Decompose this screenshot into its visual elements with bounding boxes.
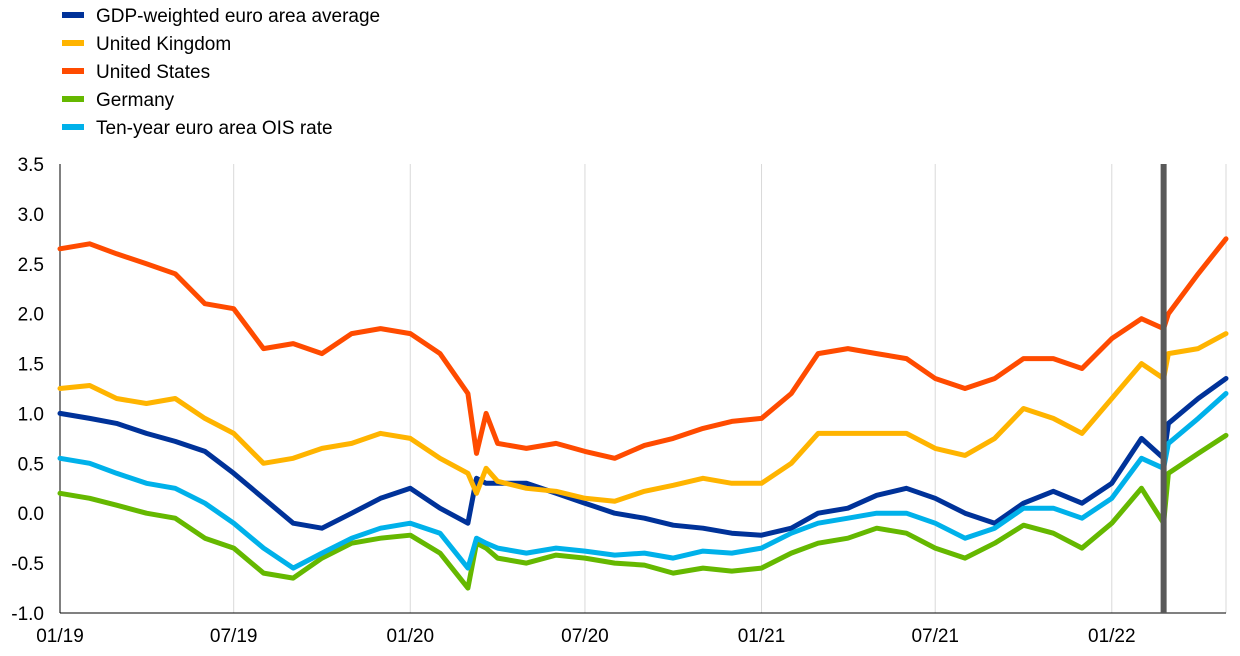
legend-label: United States bbox=[96, 62, 210, 83]
y-axis: 3.5 3.0 2.5 2.0 1.5 1.0 0.5 0.0 -0.5 -1.0 bbox=[11, 155, 61, 625]
legend-swatch bbox=[62, 68, 84, 74]
legend: GDP-weighted euro area average United Kin… bbox=[62, 6, 380, 139]
legend-swatch bbox=[62, 12, 84, 18]
y-tick-label: 2.0 bbox=[18, 305, 44, 326]
y-tick-label: 0.0 bbox=[18, 504, 44, 525]
x-tick-label: 01/19 bbox=[36, 626, 84, 647]
y-tick-label: 2.5 bbox=[18, 255, 44, 276]
x-tick-label: 01/21 bbox=[738, 626, 786, 647]
series-line bbox=[57, 391, 1229, 571]
legend-swatch bbox=[62, 96, 84, 102]
legend-label: Ten-year euro area OIS rate bbox=[96, 118, 333, 139]
x-tick-label: 07/19 bbox=[210, 626, 258, 647]
y-tick-label: -1.0 bbox=[11, 604, 44, 625]
x-axis: 01/19 07/19 01/20 07/20 01/21 07/21 01/22 bbox=[36, 612, 1226, 647]
x-tick-label: 01/20 bbox=[387, 626, 435, 647]
series-line bbox=[57, 236, 1229, 461]
x-tick-label: 07/20 bbox=[561, 626, 609, 647]
y-tick-label: -0.5 bbox=[11, 554, 44, 575]
legend-label: Germany bbox=[96, 90, 175, 111]
legend-swatch bbox=[62, 124, 84, 130]
legend-label: GDP-weighted euro area average bbox=[96, 6, 380, 27]
y-tick-label: 0.5 bbox=[18, 454, 44, 475]
series-line bbox=[57, 331, 1229, 504]
x-tick-label: 01/22 bbox=[1088, 626, 1136, 647]
y-tick-label: 3.0 bbox=[18, 205, 44, 226]
series-group bbox=[57, 236, 1229, 591]
legend-swatch bbox=[62, 40, 84, 46]
series-line bbox=[57, 376, 1229, 538]
series-line bbox=[57, 432, 1229, 591]
y-tick-label: 3.5 bbox=[18, 155, 44, 176]
x-tick-label: 07/21 bbox=[911, 626, 959, 647]
y-tick-label: 1.0 bbox=[18, 404, 44, 425]
legend-label: United Kingdom bbox=[96, 34, 231, 55]
y-tick-label: 1.5 bbox=[18, 355, 44, 376]
